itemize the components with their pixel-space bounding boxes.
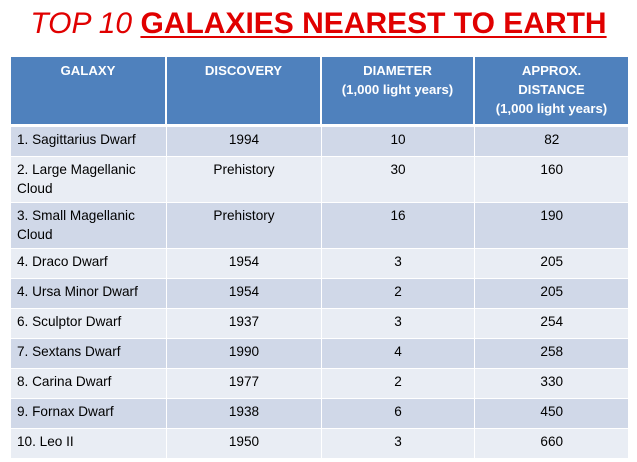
header-discovery: DISCOVERY: [166, 57, 322, 127]
title-main: GALAXIES NEAREST TO EARTH: [140, 7, 607, 40]
table-row: 2. Large Magellanic Cloud Prehistory 30 …: [11, 156, 628, 203]
cell-discovery: 1977: [166, 368, 322, 399]
cell-galaxy: 4. Ursa Minor Dwarf: [11, 278, 167, 309]
table-row: 6. Sculptor Dwarf 1937 3 254: [11, 308, 628, 339]
cell-distance: 330: [474, 368, 628, 399]
table-row: 4. Draco Dwarf 1954 3 205: [11, 248, 628, 279]
table-row: 10. Leo II 1950 3 660: [11, 428, 628, 459]
cell-diameter: 30: [321, 156, 475, 203]
cell-diameter: 4: [321, 338, 475, 369]
galaxies-table: GALAXY DISCOVERY DIAMETER (1,000 light y…: [11, 57, 628, 459]
cell-distance: 450: [474, 398, 628, 429]
table-row: 3. Small Magellanic Cloud Prehistory 16 …: [11, 202, 628, 249]
cell-galaxy: 9. Fornax Dwarf: [11, 398, 167, 429]
header-galaxy-line1: GALAXY: [60, 63, 116, 78]
cell-diameter: 2: [321, 368, 475, 399]
header-distance: APPROX. DISTANCE (1,000 light years): [474, 57, 628, 127]
cell-diameter: 10: [321, 125, 475, 157]
cell-diameter: 3: [321, 248, 475, 279]
cell-distance: 160: [474, 156, 628, 203]
header-distance-line1: APPROX.: [521, 63, 582, 78]
cell-diameter: 6: [321, 398, 475, 429]
cell-diameter: 2: [321, 278, 475, 309]
table-header-row: GALAXY DISCOVERY DIAMETER (1,000 light y…: [11, 57, 628, 127]
cell-distance: 254: [474, 308, 628, 339]
cell-diameter: 16: [321, 202, 475, 249]
header-diameter: DIAMETER (1,000 light years): [321, 57, 475, 127]
cell-discovery: 1994: [166, 125, 322, 157]
cell-discovery: 1950: [166, 428, 322, 459]
cell-discovery: 1954: [166, 278, 322, 309]
table-row: 1. Sagittarius Dwarf 1994 10 82: [11, 125, 628, 157]
cell-discovery: 1938: [166, 398, 322, 429]
cell-galaxy: 6. Sculptor Dwarf: [11, 308, 167, 339]
header-diameter-line1: DIAMETER: [363, 63, 432, 78]
cell-galaxy: 7. Sextans Dwarf: [11, 338, 167, 369]
cell-galaxy: 10. Leo II: [11, 428, 167, 459]
cell-distance: 82: [474, 125, 628, 157]
cell-galaxy: 8. Carina Dwarf: [11, 368, 167, 399]
page-title: TOP 10 GALAXIES NEAREST TO EARTH: [0, 4, 637, 44]
table-row: 7. Sextans Dwarf 1990 4 258: [11, 338, 628, 369]
table-row: 9. Fornax Dwarf 1938 6 450: [11, 398, 628, 429]
cell-distance: 660: [474, 428, 628, 459]
table-row: 4. Ursa Minor Dwarf 1954 2 205: [11, 278, 628, 309]
cell-galaxy: 1. Sagittarius Dwarf: [11, 125, 167, 157]
cell-discovery: Prehistory: [166, 202, 322, 249]
header-discovery-line1: DISCOVERY: [204, 63, 283, 78]
cell-distance: 190: [474, 202, 628, 249]
table-row: 8. Carina Dwarf 1977 2 330: [11, 368, 628, 399]
cell-discovery: 1990: [166, 338, 322, 369]
cell-distance: 205: [474, 248, 628, 279]
cell-diameter: 3: [321, 308, 475, 339]
cell-diameter: 3: [321, 428, 475, 459]
cell-discovery: 1954: [166, 248, 322, 279]
title-prefix: TOP 10: [30, 7, 141, 40]
cell-galaxy: 3. Small Magellanic Cloud: [11, 202, 167, 249]
cell-distance: 205: [474, 278, 628, 309]
cell-galaxy: 4. Draco Dwarf: [11, 248, 167, 279]
cell-distance: 258: [474, 338, 628, 369]
cell-galaxy: 2. Large Magellanic Cloud: [11, 156, 167, 203]
header-distance-line2: DISTANCE: [518, 82, 585, 97]
cell-discovery: 1937: [166, 308, 322, 339]
header-diameter-line2: (1,000 light years): [341, 82, 454, 97]
header-galaxy: GALAXY: [11, 57, 167, 127]
cell-discovery: Prehistory: [166, 156, 322, 203]
header-distance-line3: (1,000 light years): [495, 101, 608, 116]
